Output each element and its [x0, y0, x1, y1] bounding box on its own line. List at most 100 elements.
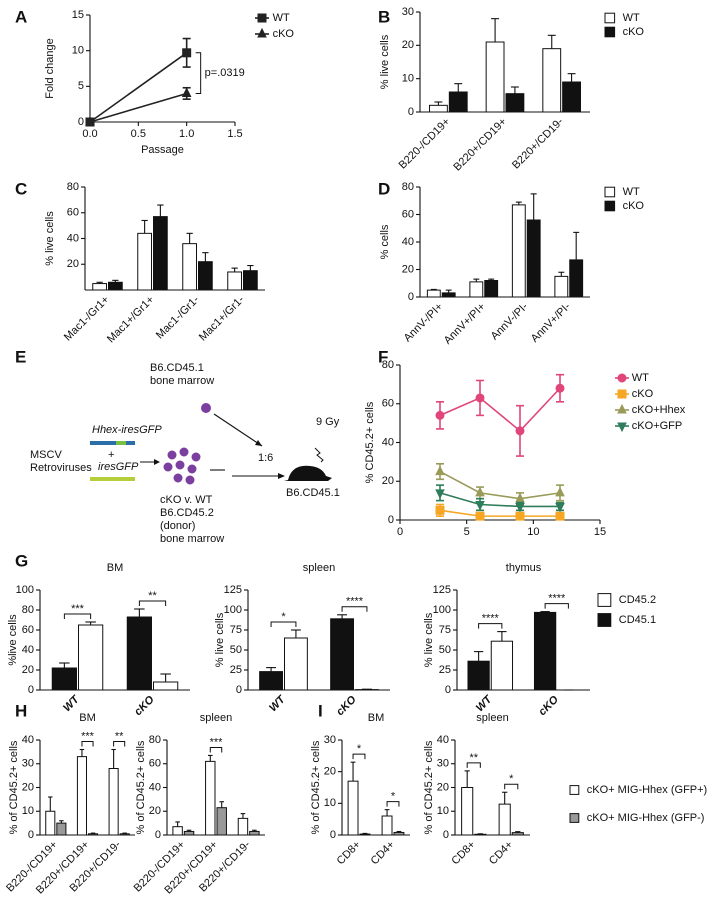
legend-swatch	[604, 12, 616, 24]
legend-label: cKO	[623, 200, 645, 212]
y-tick-label: 80	[382, 359, 394, 371]
bar	[330, 618, 354, 691]
bar	[216, 807, 227, 836]
chart-title: spleen	[303, 562, 335, 574]
marker	[435, 410, 445, 420]
significance-bracket	[504, 783, 519, 790]
line	[439, 509, 560, 517]
x-tick-label: B220+/CD19-	[510, 115, 566, 171]
y-tick-label: 125	[224, 584, 242, 596]
y-tick-label: 50	[439, 644, 451, 656]
significance-label: *	[281, 611, 286, 623]
marker	[555, 502, 565, 513]
bar	[569, 259, 584, 298]
marker	[617, 403, 627, 414]
diagram-text: 9 Gy	[316, 416, 340, 428]
bar	[76, 756, 87, 836]
y-tick-label: 0	[445, 684, 451, 696]
y-tick-label: 60	[402, 208, 414, 220]
legend-label: cKO+ MIG-Hhex (GFP-)	[587, 812, 705, 824]
bar	[198, 261, 213, 291]
y-axis-label: % of CD45.2+ cells	[423, 740, 435, 834]
y-tick-label: 20	[402, 39, 414, 51]
marker	[515, 492, 525, 503]
y-tick-label: 40	[22, 644, 34, 656]
diagram-text: +	[108, 449, 114, 461]
cell	[201, 403, 211, 413]
y-tick-label: 0	[408, 291, 414, 303]
y-tick-label: 15	[72, 9, 84, 21]
bar	[172, 826, 183, 836]
bar	[88, 833, 99, 836]
y-tick-label: 0	[330, 829, 336, 841]
significance-bracket	[466, 762, 481, 768]
diagram-text: bone marrow	[160, 533, 224, 545]
y-tick-label: 30	[22, 758, 34, 770]
bar	[108, 281, 123, 291]
y-axis-label: % CD45.2+ cells	[364, 401, 376, 483]
marker	[515, 511, 525, 521]
x-tick-label: CD4+	[369, 839, 398, 868]
significance-label: **	[115, 730, 124, 742]
y-tick-label: 30	[437, 758, 449, 770]
x-tick-label: WT	[267, 693, 288, 714]
marker	[435, 505, 445, 515]
legend-swatch	[597, 593, 612, 607]
y-tick-label: 80	[22, 604, 34, 616]
significance-bracket	[341, 606, 368, 612]
significance-label: *	[357, 743, 362, 755]
significance-bracket	[81, 741, 94, 747]
x-tick-label: 0.5	[131, 128, 146, 140]
y-tick-label: 0	[236, 684, 242, 696]
marker	[555, 486, 565, 497]
x-tick-label: cKO	[334, 693, 359, 718]
panel-label: I	[318, 701, 323, 720]
bar	[429, 104, 448, 113]
y-tick-label: 0	[78, 116, 84, 128]
marker	[617, 373, 627, 383]
legend-label: CD45.2	[619, 594, 656, 606]
chart-title: spleen	[200, 712, 232, 724]
bracket	[195, 52, 202, 94]
y-tick-label: 20	[402, 263, 414, 275]
y-tick-label: 10	[402, 73, 414, 85]
marker	[515, 502, 525, 513]
x-tick-label: CD8+	[335, 839, 364, 868]
x-tick-label: CD8+	[449, 839, 478, 868]
x-axis-label: Passage	[141, 144, 184, 156]
significance-bracket	[270, 621, 297, 627]
legend-label: cKO	[632, 388, 654, 400]
bar	[490, 640, 514, 691]
bar	[469, 281, 484, 298]
y-tick-label: 5	[78, 80, 84, 92]
vector	[90, 477, 135, 481]
y-tick-label: 40	[382, 436, 394, 448]
vector-gfp	[116, 441, 126, 445]
significance-label: ***	[71, 603, 85, 615]
y-tick-label: 25	[439, 664, 451, 676]
y-axis-label: % cells	[379, 224, 391, 259]
y-tick-label: 0	[28, 829, 34, 841]
bar	[381, 815, 393, 836]
chart-title: spleen	[476, 712, 508, 724]
legend-swatch	[597, 613, 612, 627]
panel-label: G	[15, 551, 28, 570]
diagram-text: cKO v. WT	[160, 494, 213, 506]
y-tick-label: 25	[230, 664, 242, 676]
panel-label: D	[378, 179, 390, 198]
marker	[435, 465, 445, 476]
bar	[505, 93, 525, 113]
y-tick-label: 100	[224, 604, 242, 616]
diagram-text: B6.CD45.1	[150, 362, 204, 374]
legend-label: cKO+GFP	[632, 420, 682, 432]
bar	[153, 681, 179, 691]
x-tick-label: AnnV+/PI+	[442, 301, 488, 347]
irradiation	[314, 447, 324, 463]
x-tick-label: cKO	[132, 693, 157, 718]
marker	[475, 486, 485, 497]
y-tick-label: 100	[16, 584, 34, 596]
y-tick-label: 20	[22, 664, 34, 676]
bar	[205, 760, 216, 836]
y-tick-label: 125	[433, 584, 451, 596]
y-tick-label: 60	[382, 398, 394, 410]
